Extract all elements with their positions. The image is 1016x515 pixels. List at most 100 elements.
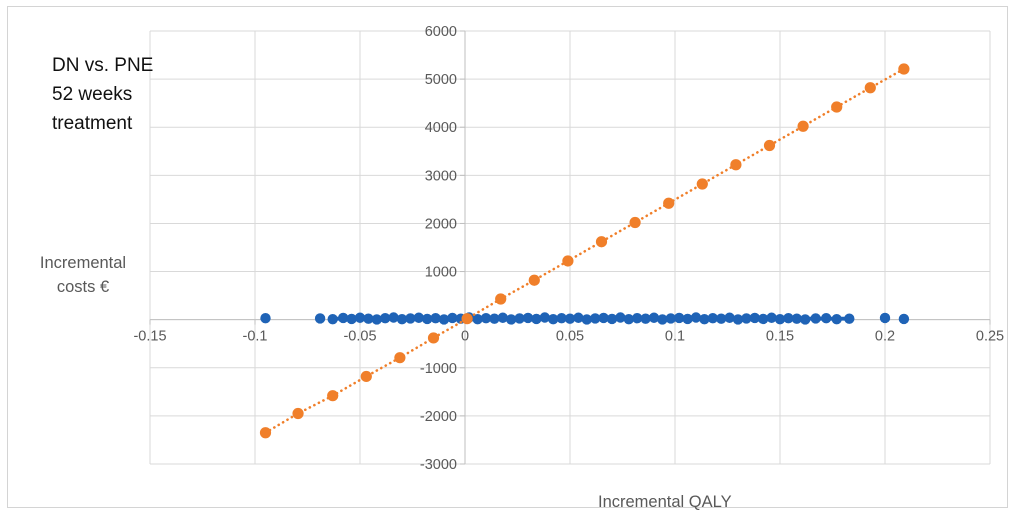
blue-point-22 (497, 312, 508, 323)
blue-point-51 (741, 313, 752, 324)
blue-point-0 (260, 313, 271, 324)
blue-point-32 (581, 314, 592, 325)
blue-point-5 (354, 312, 366, 323)
blue-point-20 (480, 313, 492, 324)
orange-point-15 (763, 139, 776, 152)
blue-point-21 (489, 313, 500, 324)
orange-point-7 (495, 293, 507, 305)
y-axis-label: Incremental costs € (28, 251, 138, 299)
y-tick-label-6: 3000 (425, 168, 457, 184)
blue-point-40 (648, 312, 660, 323)
y-tick-label-4: 1000 (425, 265, 457, 281)
orange-point-5 (427, 332, 440, 344)
blue-point-42 (665, 313, 676, 324)
blue-point-23 (506, 314, 517, 325)
blue-point-45 (690, 312, 702, 323)
blue-point-57 (791, 313, 802, 324)
blue-point-1 (314, 313, 326, 324)
x-axis-label: Incremental QALY (598, 493, 732, 511)
blue-point-30 (564, 313, 576, 324)
blue-point-27 (539, 312, 550, 323)
x-tick-label-4: 0.05 (556, 329, 584, 345)
blue-point-6 (363, 313, 374, 324)
chart-title: DN vs. PNE 52 weeks treatment (52, 51, 153, 138)
x-tick-label-0: -0.15 (133, 329, 166, 345)
orange-point-1 (292, 407, 304, 420)
blue-point-52 (749, 312, 760, 324)
orange-point-10 (595, 236, 608, 248)
orange-point-19 (898, 63, 910, 75)
blue-point-64 (898, 313, 910, 325)
blue-point-55 (774, 313, 786, 325)
blue-point-29 (556, 313, 567, 324)
orange-point-11 (629, 216, 641, 229)
blue-point-43 (674, 312, 685, 324)
blue-point-31 (573, 312, 584, 323)
orange-point-16 (797, 120, 809, 132)
blue-point-41 (657, 314, 668, 325)
x-tick-label-3: 0 (461, 329, 469, 345)
y-tick-label-8: 5000 (425, 72, 457, 88)
blue-point-24 (514, 313, 525, 324)
y-tick-label-9: 6000 (425, 24, 457, 40)
blue-point-46 (699, 313, 710, 325)
grid-lines (149, 30, 991, 465)
blue-point-8 (380, 313, 391, 324)
blue-point-49 (724, 312, 735, 323)
x-tick-label-5: 0.1 (665, 329, 685, 345)
orange-point-6 (461, 313, 473, 325)
orange-point-0 (259, 427, 272, 439)
blue-point-39 (640, 313, 651, 324)
x-tick-label-8: 0.25 (976, 329, 1004, 345)
blue-point-13 (422, 313, 433, 325)
chart-frame: -0.15 -0.1 -0.05 0 0.05 0.1 0.15 0.2 0.25 -3000 -2… (7, 6, 1008, 511)
blue-point-50 (732, 314, 744, 325)
blue-point-63 (879, 312, 891, 324)
blue-point-26 (531, 313, 542, 325)
blue-point-15 (438, 314, 450, 325)
orange-point-14 (730, 159, 742, 171)
blue-point-34 (598, 312, 609, 324)
blue-point-2 (327, 313, 338, 325)
x-tick-label-2: -0.05 (343, 329, 376, 345)
x-tick-label-7: 0.2 (875, 329, 895, 345)
data-series (259, 63, 910, 439)
blue-point-16 (447, 312, 458, 324)
blue-point-58 (800, 314, 811, 325)
scatter-chart: -0.15 -0.1 -0.05 0 0.05 0.1 0.15 0.2 0.25 -3000 -2… (133, 24, 1004, 473)
y-tick-label-7: 4000 (425, 120, 457, 136)
blue-point-12 (413, 312, 424, 323)
y-axis-label-line-1: Incremental (39, 254, 127, 272)
blue-point-4 (346, 313, 357, 325)
orange-point-13 (696, 178, 708, 190)
x-tick-label-6: 0.15 (766, 329, 794, 345)
chart-title-line-3: treatment (52, 113, 133, 134)
blue-point-38 (632, 313, 643, 324)
blue-point-35 (606, 313, 618, 325)
blue-point-44 (682, 313, 693, 325)
orange-point-12 (663, 197, 675, 209)
blue-point-60 (821, 313, 832, 324)
blue-point-10 (396, 313, 408, 325)
y-tick-label-1: -2000 (420, 409, 457, 425)
blue-point-54 (766, 312, 777, 323)
orange-dotted-line (264, 67, 906, 434)
orange-point-3 (360, 370, 372, 383)
blue-point-33 (590, 313, 601, 324)
orange-point-4 (394, 352, 406, 364)
y-tick-label-0: -3000 (420, 457, 457, 473)
blue-point-48 (716, 313, 727, 324)
blue-point-14 (430, 313, 441, 324)
blue-point-53 (758, 313, 769, 325)
orange-point-17 (831, 101, 843, 113)
blue-point-62 (844, 313, 855, 324)
blue-point-36 (615, 312, 626, 323)
y-axis-label-line-2: costs € (56, 278, 110, 296)
blue-point-3 (338, 312, 349, 324)
chart-title-line-2: 52 weeks (52, 84, 133, 105)
orange-point-8 (528, 274, 540, 286)
blue-point-56 (783, 313, 794, 324)
orange-point-18 (864, 82, 876, 94)
blue-point-19 (472, 313, 483, 325)
blue-point-28 (548, 313, 559, 325)
